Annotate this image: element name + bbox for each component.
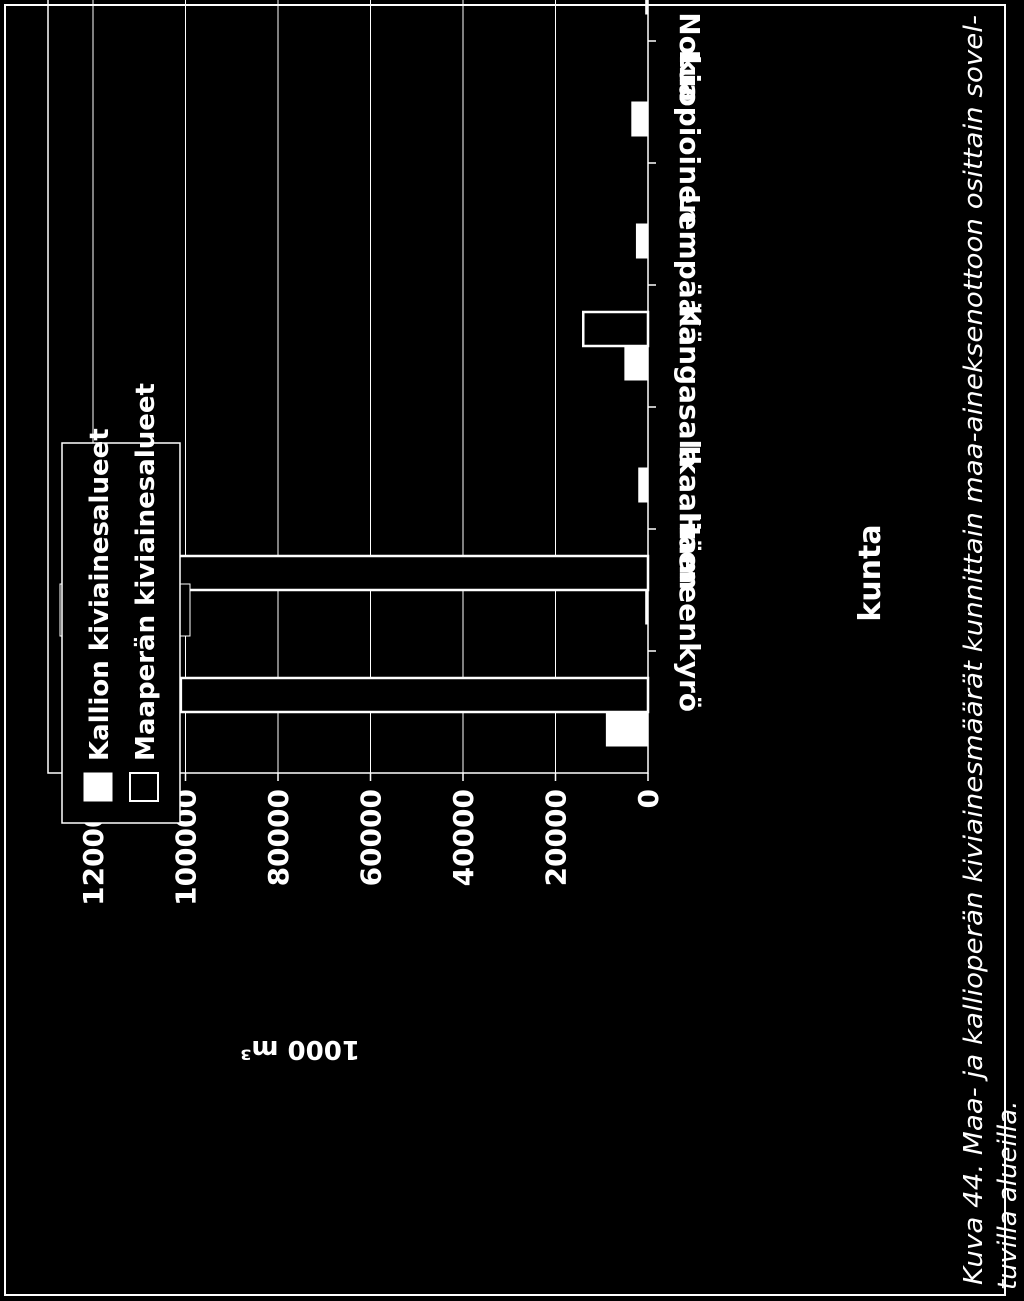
y-axis-title: 1000 m³ <box>240 1034 360 1064</box>
y-tick-label: 20000 <box>540 789 573 886</box>
x-tick-label: Nokia <box>673 12 706 102</box>
bar-kallion <box>624 345 649 381</box>
x-tick-label: Lempäälä <box>673 194 706 346</box>
legend-swatch-kallion <box>83 772 113 802</box>
bar-maaperan <box>582 310 650 348</box>
x-tick-label: Luopioinen <box>673 50 706 224</box>
bar-kallion <box>638 467 649 503</box>
bar-kallion <box>605 711 649 747</box>
y-tick-label: 40000 <box>447 789 480 886</box>
legend-box <box>61 442 181 824</box>
bar-maaperan <box>179 676 650 714</box>
outer-frame <box>4 4 1006 1296</box>
bar-kallion <box>631 101 649 137</box>
legend-swatch-maaperan <box>129 772 159 802</box>
figure-caption-line-2: tuvilla alueilla. <box>993 1101 1023 1290</box>
x-tick-label: Hämeenkyrö <box>673 513 706 712</box>
x-axis-title: kunta <box>853 524 888 621</box>
y-tick-label: 0 <box>632 789 665 808</box>
legend: Kallion kiviainesalueet Maaperän kiviain… <box>61 383 181 824</box>
y-tick-label: 60000 <box>355 789 388 886</box>
x-tick-label: Ikaalinen <box>673 445 706 590</box>
bar-kallion <box>635 223 649 259</box>
x-tick-labels: HämeenkyröIkaalinenKangasalaLempääläLuop… <box>673 12 706 712</box>
legend-label-maaperan: Maaperän kiviainesalueet <box>131 383 161 761</box>
y-tick-label: 80000 <box>262 789 295 886</box>
bar-kallion <box>645 0 649 15</box>
figure-caption-line-1: Kuva 44. Maa- ja kallioperän kiviainesmä… <box>959 15 989 1285</box>
legend-label-kallion: Kallion kiviainesalueet <box>85 428 115 761</box>
bar-kallion <box>645 589 649 625</box>
x-tick-label: Kangasala <box>673 304 706 468</box>
chart-body: 149100 020000400006000080000100000120000… <box>47 0 888 1064</box>
